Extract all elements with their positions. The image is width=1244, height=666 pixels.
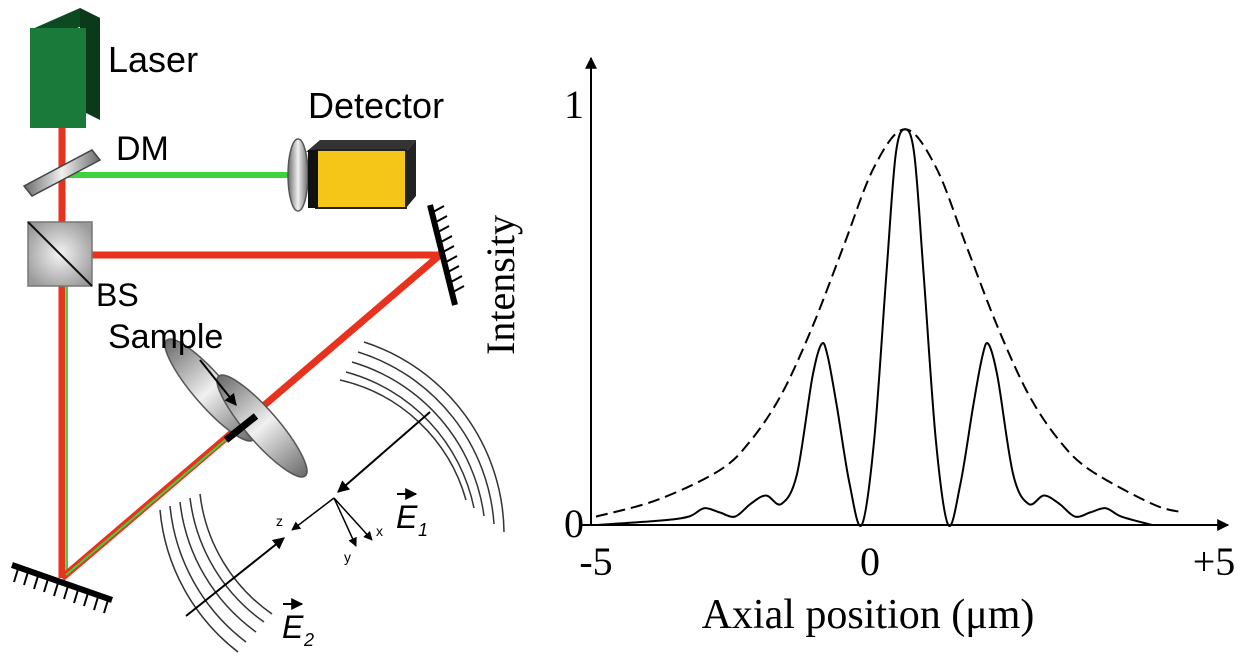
field-e2-label: E 2 [282, 598, 314, 650]
wavefronts-e2 [159, 493, 273, 653]
x-tick-0: 0 [860, 539, 880, 584]
sample-pointer-arrow [199, 359, 237, 406]
plot-series [595, 128, 1184, 528]
wavefronts-e1 [339, 341, 505, 533]
axis-x-label: x [376, 523, 383, 539]
field-e1-label: E 1 [396, 488, 428, 540]
series-intensity-line [595, 128, 1153, 528]
x-tick-plus5: +5 [1193, 539, 1236, 584]
dm-label: DM [116, 130, 169, 168]
detector-icon [287, 138, 416, 212]
mirror-bottom-icon [11, 562, 113, 614]
e2-propagation-arrow [185, 537, 285, 617]
sample-label: Sample [108, 318, 223, 356]
green-beam-diagonal [65, 424, 244, 576]
laser-icon [30, 8, 100, 128]
detector-label: Detector [308, 85, 444, 126]
beam-paths [58, 128, 443, 581]
intensity-chart: 1 0 -5 0 +5 Axial position (μm) Intensit… [478, 56, 1236, 638]
sample-objectives-icon [164, 338, 308, 478]
svg-text:E: E [396, 499, 418, 535]
svg-text:1: 1 [418, 520, 428, 540]
e1-propagation-arrow [337, 411, 431, 493]
series-envelope-line [595, 128, 1184, 518]
detector-lens-icon [287, 138, 309, 212]
dichroic-mirror-icon [22, 149, 102, 197]
optical-setup-diagram: Laser DM Detector [11, 8, 505, 653]
svg-text:2: 2 [303, 630, 314, 650]
bs-label: BS [96, 277, 139, 313]
svg-text:E: E [282, 609, 304, 645]
x-tick-minus5: -5 [579, 539, 612, 584]
axis-y-label: y [344, 549, 351, 565]
y-axis-title: Intensity [478, 215, 523, 355]
laser-label: Laser [108, 39, 198, 80]
axis-z-label: z [276, 513, 283, 529]
beam-splitter-icon [27, 221, 93, 287]
x-axis-title: Axial position (μm) [702, 592, 1035, 638]
coordinate-axes-icon [291, 497, 373, 547]
y-tick-1: 1 [564, 82, 584, 127]
y-tick-0: 0 [564, 501, 584, 546]
mirror-right-icon [427, 204, 465, 306]
